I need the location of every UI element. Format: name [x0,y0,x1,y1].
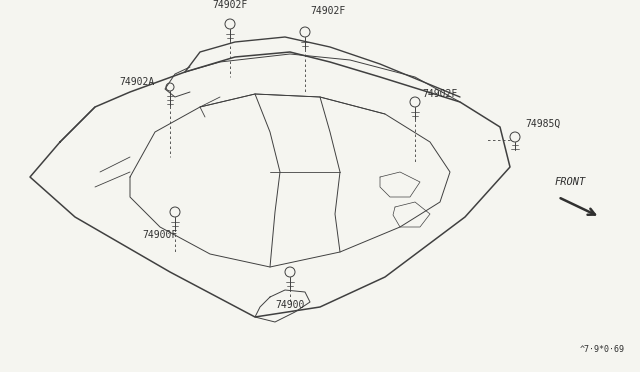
Text: 74902F: 74902F [310,6,345,16]
Text: 74902A: 74902A [120,77,155,87]
Text: FRONT: FRONT [555,177,586,187]
Text: 74985Q: 74985Q [525,119,560,129]
Text: 74900F: 74900F [142,230,178,240]
Text: 74902F: 74902F [422,89,457,99]
Text: 74900: 74900 [275,300,305,310]
Text: 74902F: 74902F [212,0,248,10]
Text: ^7·9*0·69: ^7·9*0·69 [580,345,625,354]
